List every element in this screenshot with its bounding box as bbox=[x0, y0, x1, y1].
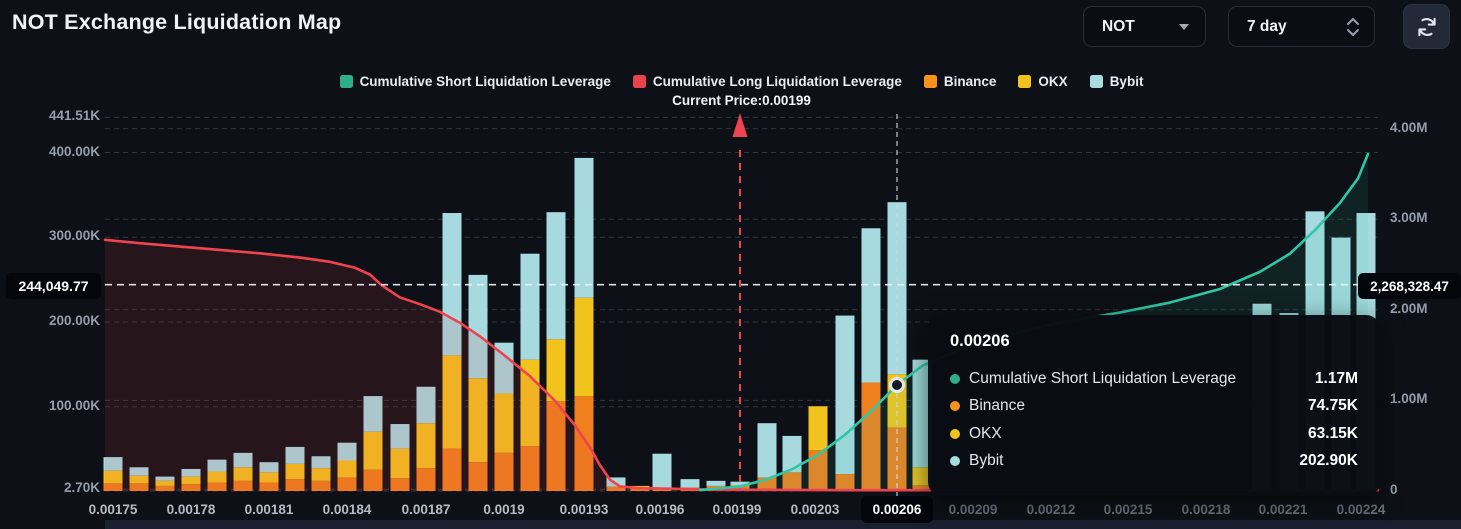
right-axis-tick: 3.00M bbox=[1390, 210, 1428, 226]
x-axis-tick: 0.00175 bbox=[88, 502, 138, 517]
caret-down-icon bbox=[1179, 23, 1189, 30]
left-axis-tick: 400.00K bbox=[48, 143, 100, 159]
tooltip-rows: Cumulative Short Liquidation Leverage 1.1… bbox=[950, 365, 1358, 475]
tooltip-title: 0.00206 bbox=[950, 332, 1010, 350]
series-dot-icon bbox=[950, 401, 960, 412]
x-axis-tick: 0.00218 bbox=[1181, 502, 1231, 517]
legend-swatch-icon bbox=[923, 75, 937, 88]
legend-item-0[interactable]: Cumulative Short Liquidation Leverage bbox=[339, 74, 611, 89]
period-select-value: 7 day bbox=[1247, 17, 1287, 35]
right-axis-tick: 4.00M bbox=[1390, 119, 1428, 135]
refresh-button[interactable] bbox=[1403, 4, 1450, 49]
x-axis-highlight-label: 0.00206 bbox=[861, 496, 933, 523]
tooltip-row: Bybit 202.90K bbox=[950, 448, 1358, 476]
x-axis-tick: 0.00187 bbox=[401, 502, 451, 517]
legend-item-2[interactable]: Binance bbox=[923, 74, 996, 89]
x-axis-tick: 0.00181 bbox=[244, 502, 294, 517]
legend-item-4[interactable]: Bybit bbox=[1089, 74, 1143, 89]
left-axis-tick: 441.51K bbox=[48, 108, 100, 124]
refresh-icon bbox=[1417, 17, 1436, 36]
x-axis-tick: 0.00224 bbox=[1336, 502, 1386, 517]
x-axis-tick: 0.00221 bbox=[1258, 502, 1308, 517]
x-axis-tick: 0.0019 bbox=[483, 502, 525, 517]
left-axis-tick: 200.00K bbox=[48, 313, 100, 328]
updown-chevrons-icon bbox=[1347, 17, 1359, 36]
tooltip-row: Cumulative Short Liquidation Leverage 1.1… bbox=[950, 365, 1358, 393]
right-axis-tick: 0 bbox=[1390, 482, 1398, 497]
left-axis-tick: 2.70K bbox=[63, 480, 100, 496]
left-axis-tick: 100.00K bbox=[48, 397, 100, 413]
x-axis-tick: 0.00193 bbox=[559, 502, 609, 517]
left-axis-highlight-label: 244,049.77 bbox=[6, 273, 101, 299]
coin-select[interactable]: NOT bbox=[1083, 6, 1206, 47]
x-axis-tick: 0.00178 bbox=[166, 502, 216, 517]
x-axis-tick: 0.00215 bbox=[1103, 502, 1153, 517]
chart-tooltip: 0.00206 Cumulative Short Liquidation Lev… bbox=[928, 315, 1380, 496]
page-title: NOT Exchange Liquidation Map bbox=[12, 10, 342, 34]
series-dot-icon bbox=[950, 456, 960, 467]
x-axis-tick: 0.00184 bbox=[322, 502, 372, 517]
tooltip-row: Binance 74.75K bbox=[950, 393, 1358, 421]
legend-row: Cumulative Short Liquidation Leverage Cum… bbox=[339, 74, 1143, 89]
coin-select-value: NOT bbox=[1102, 17, 1135, 35]
legend-item-3[interactable]: OKX bbox=[1018, 74, 1068, 89]
x-axis-tick: 0.00203 bbox=[790, 502, 840, 517]
series-dot-icon bbox=[950, 373, 960, 384]
x-axis-tick: 0.00199 bbox=[712, 502, 762, 517]
legend-swatch-icon bbox=[1018, 75, 1032, 88]
legend: Cumulative Short Liquidation Leverage Cum… bbox=[105, 74, 1378, 108]
legend-swatch-icon bbox=[632, 75, 646, 88]
x-axis-tick: 0.00212 bbox=[1026, 502, 1076, 517]
legend-item-1[interactable]: Cumulative Long Liquidation Leverage bbox=[632, 74, 902, 89]
current-price-label: Current Price:0.00199 bbox=[672, 93, 811, 108]
period-select[interactable]: 7 day bbox=[1228, 6, 1375, 47]
tooltip-row: OKX 63.15K bbox=[950, 420, 1358, 448]
right-axis-tick: 1.00M bbox=[1390, 391, 1428, 407]
right-axis-highlight-label: 2,268,328.47 bbox=[1358, 273, 1461, 299]
left-axis-tick: 300.00K bbox=[48, 228, 100, 244]
legend-swatch-icon bbox=[1089, 75, 1103, 88]
x-axis-tick: 0.00196 bbox=[635, 502, 685, 517]
legend-swatch-icon bbox=[339, 75, 353, 88]
scroll-strip[interactable] bbox=[105, 520, 1461, 529]
series-dot-icon bbox=[950, 428, 960, 439]
x-axis-tick: 0.00209 bbox=[948, 502, 998, 517]
right-axis-tick: 2.00M bbox=[1390, 300, 1428, 316]
